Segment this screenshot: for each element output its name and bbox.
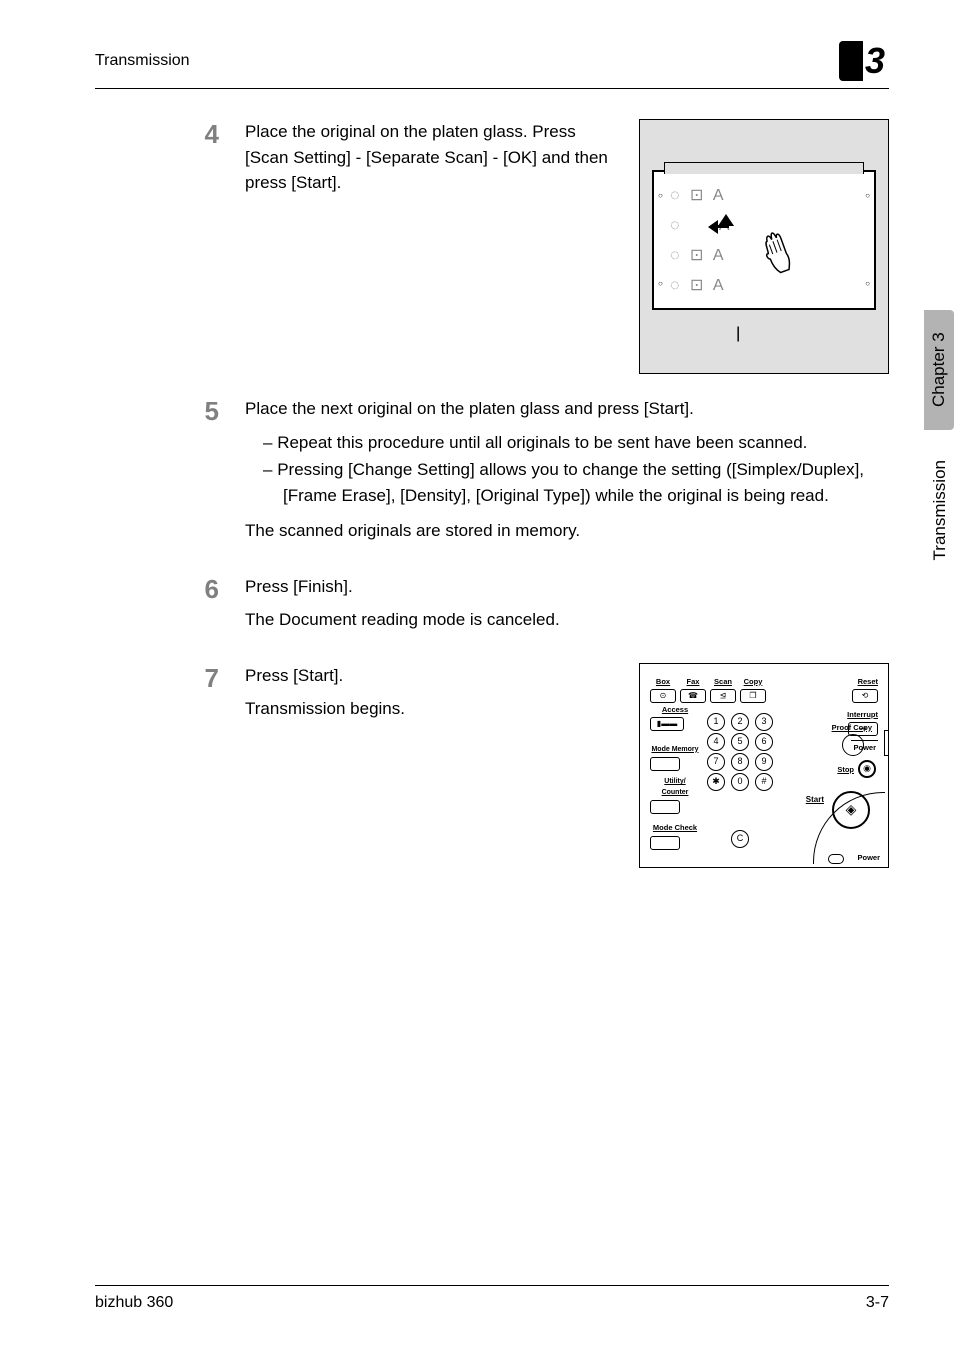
panel-scan-label: Scan <box>714 676 732 687</box>
key-7[interactable]: 7 <box>707 753 725 771</box>
step-5: 5 Place the next original on the platen … <box>185 396 889 552</box>
panel-utility-label: Utility/ Counter <box>650 777 700 798</box>
panel-copy-label: Copy <box>744 676 763 687</box>
panel-interrupt-label: Interrupt <box>847 709 878 720</box>
fax-button[interactable]: ☎ <box>680 689 706 703</box>
power-switch[interactable] <box>884 730 889 756</box>
panel-box-label: Box <box>656 676 670 687</box>
control-panel-diagram: Box ⊙ Fax ☎ Scan ⊴ Copy ❐ Reset ⟲ Interrupt <box>639 663 889 868</box>
step-5-after: The scanned originals are stored in memo… <box>245 518 889 544</box>
page-header: Transmission 3 <box>95 40 889 89</box>
panel-power-label-2: Power <box>857 852 880 863</box>
footer-model: bizhub 360 <box>95 1294 173 1312</box>
key-9[interactable]: 9 <box>755 753 773 771</box>
mode-memory-button[interactable] <box>650 757 680 771</box>
indicator-led <box>828 854 844 864</box>
chapter-badge: 3 <box>839 40 889 82</box>
panel-reset-label: Reset <box>858 676 878 687</box>
step-4: 4 Place the original on the platen glass… <box>185 119 889 374</box>
chapter-badge-decor <box>839 41 863 81</box>
key-hash[interactable]: # <box>755 773 773 791</box>
step-6-text: Press [Finish]. <box>245 574 889 600</box>
arrow-icon <box>704 210 744 262</box>
key-3[interactable]: 3 <box>755 713 773 731</box>
step-7: 7 Press [Start]. Transmission begins. Bo… <box>185 663 889 868</box>
box-button[interactable]: ⊙ <box>650 689 676 703</box>
panel-proof-label: Proof Copy <box>832 722 872 733</box>
platen-glass-diagram: ○○ ○○ ◌ ⊡ A ◌ A ◌ ⊡ A ◌ ⊡ A <box>639 119 889 374</box>
mode-check-button[interactable] <box>650 836 680 850</box>
copy-button[interactable]: ❐ <box>740 689 766 703</box>
panel-fax-label: Fax <box>687 676 700 687</box>
key-1[interactable]: 1 <box>707 713 725 731</box>
step-5-text: Place the next original on the platen gl… <box>245 396 889 422</box>
step-7-number: 7 <box>185 663 245 694</box>
sidebar-section-label: Transmission <box>930 460 950 560</box>
step-7-after: Transmission begins. <box>245 696 619 722</box>
access-button[interactable]: ▮▬▬ <box>650 717 684 731</box>
scan-button[interactable]: ⊴ <box>710 689 736 703</box>
step-5-number: 5 <box>185 396 245 427</box>
panel-access-label: Access <box>650 704 700 715</box>
header-title: Transmission <box>95 52 190 70</box>
keypad: 1 2 3 4 5 6 7 8 9 ✱ 0 # <box>704 712 776 792</box>
panel-start-label: Start <box>806 794 824 806</box>
step-5-bullet-1: Repeat this procedure until all original… <box>263 430 889 456</box>
start-button[interactable]: ◈ <box>832 791 870 829</box>
panel-mode-check-label: Mode Check <box>650 822 700 833</box>
key-0[interactable]: 0 <box>731 773 749 791</box>
key-2[interactable]: 2 <box>731 713 749 731</box>
key-5[interactable]: 5 <box>731 733 749 751</box>
step-6-number: 6 <box>185 574 245 605</box>
key-star[interactable]: ✱ <box>707 773 725 791</box>
panel-stop-label: Stop <box>837 764 854 775</box>
step-4-text: Place the original on the platen glass. … <box>245 119 623 196</box>
key-6[interactable]: 6 <box>755 733 773 751</box>
key-8[interactable]: 8 <box>731 753 749 771</box>
step-5-bullet-2: Pressing [Change Setting] allows you to … <box>263 457 889 508</box>
chapter-number: 3 <box>863 40 889 82</box>
utility-button[interactable] <box>650 800 680 814</box>
key-4[interactable]: 4 <box>707 733 725 751</box>
sidebar-chapter-tab: Chapter 3 <box>924 310 954 430</box>
clear-button[interactable]: C <box>731 830 749 848</box>
stop-button[interactable]: ◉ <box>858 760 876 778</box>
step-6-after: The Document reading mode is canceled. <box>245 607 889 633</box>
proof-copy-button[interactable] <box>842 734 864 756</box>
step-7-text: Press [Start]. <box>245 663 619 689</box>
page-footer: bizhub 360 3-7 <box>95 1285 889 1312</box>
hand-icon <box>752 213 817 298</box>
panel-mode-memory-label: Mode Memory <box>650 745 700 756</box>
step-6: 6 Press [Finish]. The Document reading m… <box>185 574 889 641</box>
step-4-number: 4 <box>185 119 245 150</box>
footer-page-number: 3-7 <box>866 1294 889 1312</box>
reset-button[interactable]: ⟲ <box>852 689 878 703</box>
